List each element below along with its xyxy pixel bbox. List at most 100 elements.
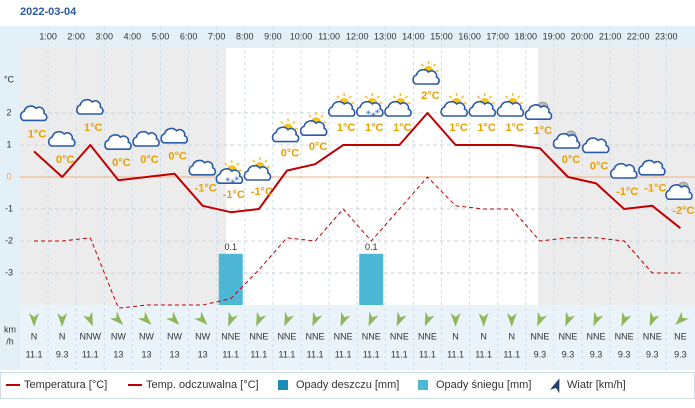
weather-icon — [160, 127, 188, 144]
wind-arrow — [621, 311, 632, 327]
wind-arrow — [312, 311, 323, 327]
wind-direction: NNE — [277, 331, 296, 341]
wind-speed: 11.1 — [279, 349, 296, 359]
hour-label: 1:00 — [39, 31, 57, 41]
wind-speed: 11.1 — [475, 349, 492, 359]
weather-icon — [524, 101, 553, 120]
temp-label: 1°C — [449, 122, 468, 134]
sun-ray — [292, 120, 296, 125]
wind-speed: 11.1 — [250, 349, 267, 359]
wind-arrow — [424, 311, 435, 327]
hour-label: 15:00 — [430, 31, 453, 41]
sun-ray — [505, 95, 509, 99]
temp-label: -1°C — [251, 186, 273, 198]
y-tick-label: -2 — [5, 235, 13, 245]
weather-icon — [496, 93, 525, 117]
wind-arrow — [478, 313, 489, 327]
wind-arrow — [57, 313, 68, 327]
sun-ray — [320, 114, 324, 118]
sun-ray — [404, 95, 408, 99]
sun-ray — [252, 159, 256, 163]
hour-label: 21:00 — [599, 31, 622, 41]
wind-direction: NNE — [587, 331, 606, 341]
sun-ray — [420, 63, 425, 67]
wind-direction: N — [480, 331, 487, 341]
cloud — [581, 137, 610, 154]
wind-arrow — [340, 311, 351, 327]
wind-direction: NNE — [334, 331, 353, 341]
legend-label: Temperatura [°C] — [24, 379, 107, 391]
hour-label: 19:00 — [543, 31, 566, 41]
wind-direction: NNE — [390, 331, 409, 341]
legend-label: Wiatr [km/h] — [567, 379, 626, 391]
y-tick-label: 2 — [6, 107, 11, 117]
hour-label: 13:00 — [374, 31, 397, 41]
weather-icon: ✳ ✳✳ — [356, 93, 384, 119]
temp-label: 1°C — [393, 122, 412, 134]
wind-speed: 11.1 — [222, 349, 239, 359]
temp-label: -1°C — [223, 189, 245, 201]
sun-ray — [477, 95, 481, 99]
wind-direction: N — [59, 331, 66, 341]
hour-label: 10:00 — [290, 31, 313, 41]
hour-label: 9:00 — [264, 31, 282, 41]
hour-label: 14:00 — [402, 31, 425, 41]
legend-swatch — [278, 380, 288, 390]
cloud — [188, 159, 217, 176]
date-title: 2022-03-04 — [20, 6, 77, 18]
sun-ray — [280, 120, 284, 125]
hour-label: 17:00 — [486, 31, 509, 41]
hour-label: 12:00 — [346, 31, 369, 41]
wind-speed: 11.1 — [363, 349, 380, 359]
wind-direction: NE — [674, 331, 687, 341]
temp-label: 1°C — [534, 125, 553, 137]
wind-direction: NNE — [558, 331, 577, 341]
temp-label: 0°C — [112, 157, 131, 169]
snowflake: ✳ — [230, 178, 236, 186]
axis-band — [0, 26, 20, 370]
weather-icon — [412, 61, 440, 85]
wind-arrow — [506, 313, 517, 327]
y-tick-label: 0 — [6, 171, 11, 181]
temp-label: 0°C — [590, 160, 609, 172]
temp-label: 0°C — [56, 154, 75, 166]
cloud — [47, 130, 76, 147]
snowflake: ✳ — [370, 111, 376, 119]
cloud — [215, 168, 244, 184]
sun-ray — [432, 63, 437, 67]
wind-speed: 13 — [113, 349, 123, 359]
wind-speed: 9.3 — [56, 349, 69, 359]
weather-icon — [104, 134, 132, 150]
hour-label: 8:00 — [236, 31, 254, 41]
wind-unit: /h — [6, 336, 14, 346]
weather-icon — [468, 93, 497, 117]
hour-label: 22:00 — [627, 31, 650, 41]
y-tick-label: 1 — [6, 139, 11, 149]
wind-speed: 11.1 — [503, 349, 520, 359]
temp-label: 0°C — [309, 141, 328, 153]
temp-label: 2°C — [421, 90, 440, 102]
wind-speed: 9.3 — [646, 349, 659, 359]
wind-direction: NNE — [530, 331, 549, 341]
wind-direction: NW — [139, 331, 154, 341]
precip-bar — [218, 253, 243, 305]
wind-arrow — [29, 313, 40, 327]
cloud — [638, 159, 666, 176]
cloud — [76, 98, 104, 115]
cloud — [552, 132, 581, 149]
wind-arrow — [396, 311, 407, 327]
weather-icon — [188, 159, 217, 176]
wind-direction: NNW — [80, 331, 102, 341]
cloud — [356, 100, 384, 117]
weather-icon — [665, 181, 693, 200]
temp-label: 0°C — [140, 154, 159, 166]
hour-label: 16:00 — [458, 31, 481, 41]
wind-arrow — [109, 311, 124, 325]
wind-arrow — [593, 311, 604, 327]
legend-label: Opady deszczu [mm] — [296, 379, 399, 391]
wind-direction: NNE — [615, 331, 634, 341]
cloud — [412, 68, 440, 85]
series-line — [34, 176, 681, 309]
cloud — [271, 126, 300, 143]
